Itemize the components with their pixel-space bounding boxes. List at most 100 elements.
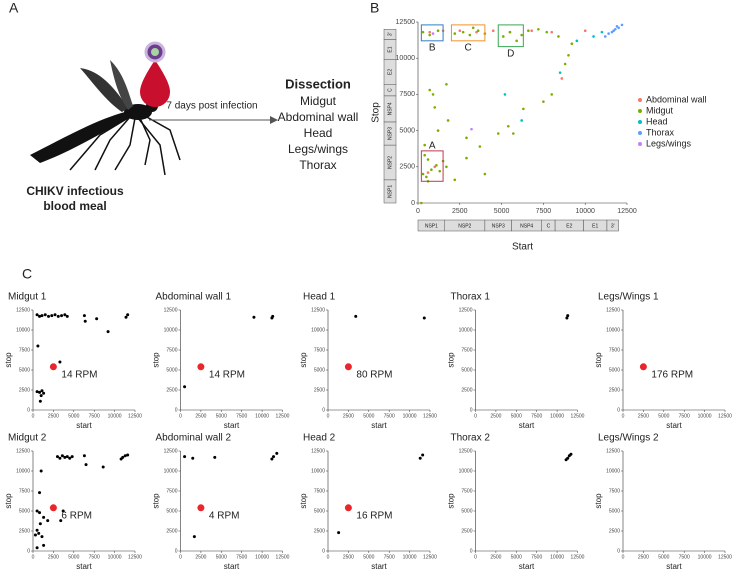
point <box>33 533 37 537</box>
x-tick-label: 0 <box>474 554 477 560</box>
y-tick-label: 0 <box>411 200 415 207</box>
y-tick-label: 10000 <box>606 327 620 333</box>
x-axis-title: start <box>666 562 682 571</box>
x-tick-label: 7500 <box>679 554 690 560</box>
y-tick-label: 12500 <box>606 448 620 454</box>
highlight-box <box>420 150 444 182</box>
point <box>431 93 435 96</box>
x-tick-label: 7500 <box>89 413 100 419</box>
x-tick-label: 0 <box>179 554 182 560</box>
point <box>191 456 195 460</box>
y-tick-label: 0 <box>322 407 325 413</box>
panel-label: B <box>370 0 379 16</box>
x-tick-label: 0 <box>416 208 420 215</box>
y-tick-label: 0 <box>175 548 178 554</box>
genome-label: NSP3 <box>492 223 505 229</box>
legend-label: Legs/wings <box>646 138 692 148</box>
point <box>470 127 473 131</box>
point <box>583 29 587 32</box>
y-tick-label: 7500 <box>609 488 620 494</box>
legend-swatch <box>638 98 642 102</box>
genome-label: C <box>387 88 393 92</box>
y-tick-label: 5000 <box>166 508 177 514</box>
x-tick-label: 0 <box>622 554 625 560</box>
x-tick-label: 2500 <box>452 208 468 215</box>
x-tick-label: 10000 <box>255 413 269 419</box>
x-tick-label: 10000 <box>698 413 712 419</box>
y-tick-label: 2500 <box>166 387 177 393</box>
y-tick-label: 0 <box>617 407 620 413</box>
point <box>508 30 512 34</box>
point <box>471 26 475 30</box>
x-axis-title: start <box>519 421 535 430</box>
x-tick-label: 5000 <box>658 413 669 419</box>
point <box>421 172 425 176</box>
point <box>426 158 430 161</box>
rpm-point <box>639 363 647 371</box>
point <box>50 314 54 318</box>
x-tick-label: 0 <box>32 554 35 560</box>
chart-title: Abdominal wall 2 <box>156 433 232 444</box>
point <box>506 124 510 128</box>
genome-label: NSP1 <box>387 185 393 198</box>
y-tick-label: 5000 <box>461 367 472 373</box>
rpm-point <box>197 504 205 512</box>
point <box>65 455 69 459</box>
legend-swatch <box>638 109 642 113</box>
y-tick-label: 12500 <box>311 307 325 313</box>
point <box>520 33 523 37</box>
arrow-head <box>270 116 278 124</box>
y-tick-label: 2500 <box>399 164 415 171</box>
x-tick-label: 0 <box>327 554 330 560</box>
x-tick-label: 10000 <box>108 554 122 560</box>
rpm-label: 176 RPM <box>651 369 693 380</box>
genome-label: C <box>547 223 551 229</box>
point <box>476 29 480 32</box>
point <box>35 313 39 317</box>
point <box>496 132 500 135</box>
box-label: B <box>429 42 436 53</box>
point <box>461 30 465 34</box>
point <box>445 165 448 169</box>
y-tick-label: 7500 <box>314 347 325 353</box>
y-tick-label: 10000 <box>164 468 178 474</box>
point <box>68 456 72 460</box>
point <box>503 93 507 96</box>
point <box>56 314 60 318</box>
point <box>522 107 525 111</box>
y-tick-label: 5000 <box>609 367 620 373</box>
point <box>35 390 39 394</box>
y-tick-label: 5000 <box>314 367 325 373</box>
x-tick-label: 2500 <box>638 413 649 419</box>
genome-label: NSP4 <box>520 223 533 229</box>
genome-label: NSP4 <box>387 102 393 115</box>
y-tick-label: 0 <box>27 548 30 554</box>
point <box>603 35 607 38</box>
rpm-point <box>49 363 57 371</box>
arrow-label: 7 days post infection <box>166 101 257 112</box>
genome-label: NSP1 <box>425 223 438 229</box>
point <box>468 33 472 37</box>
point <box>423 143 426 147</box>
x-tick-label: 5000 <box>68 413 79 419</box>
point <box>35 546 39 550</box>
point <box>39 394 43 398</box>
x-tick-label: 5000 <box>363 413 374 419</box>
x-tick-label: 10000 <box>575 208 595 215</box>
x-tick-label: 7500 <box>536 208 552 215</box>
point <box>36 344 40 348</box>
genome-label: E2 <box>387 69 393 75</box>
y-tick-label: 12500 <box>16 307 30 313</box>
point <box>436 129 440 132</box>
highlight-box <box>420 24 444 42</box>
point <box>84 463 88 467</box>
legend-swatch <box>638 142 642 146</box>
box-label: D <box>507 48 514 59</box>
point <box>63 455 67 459</box>
point <box>106 330 110 334</box>
point <box>428 88 432 92</box>
x-tick-label: 5000 <box>511 413 522 419</box>
y-tick-label: 2500 <box>19 387 30 393</box>
point <box>420 201 423 205</box>
legend-label: Thorax <box>646 127 675 137</box>
